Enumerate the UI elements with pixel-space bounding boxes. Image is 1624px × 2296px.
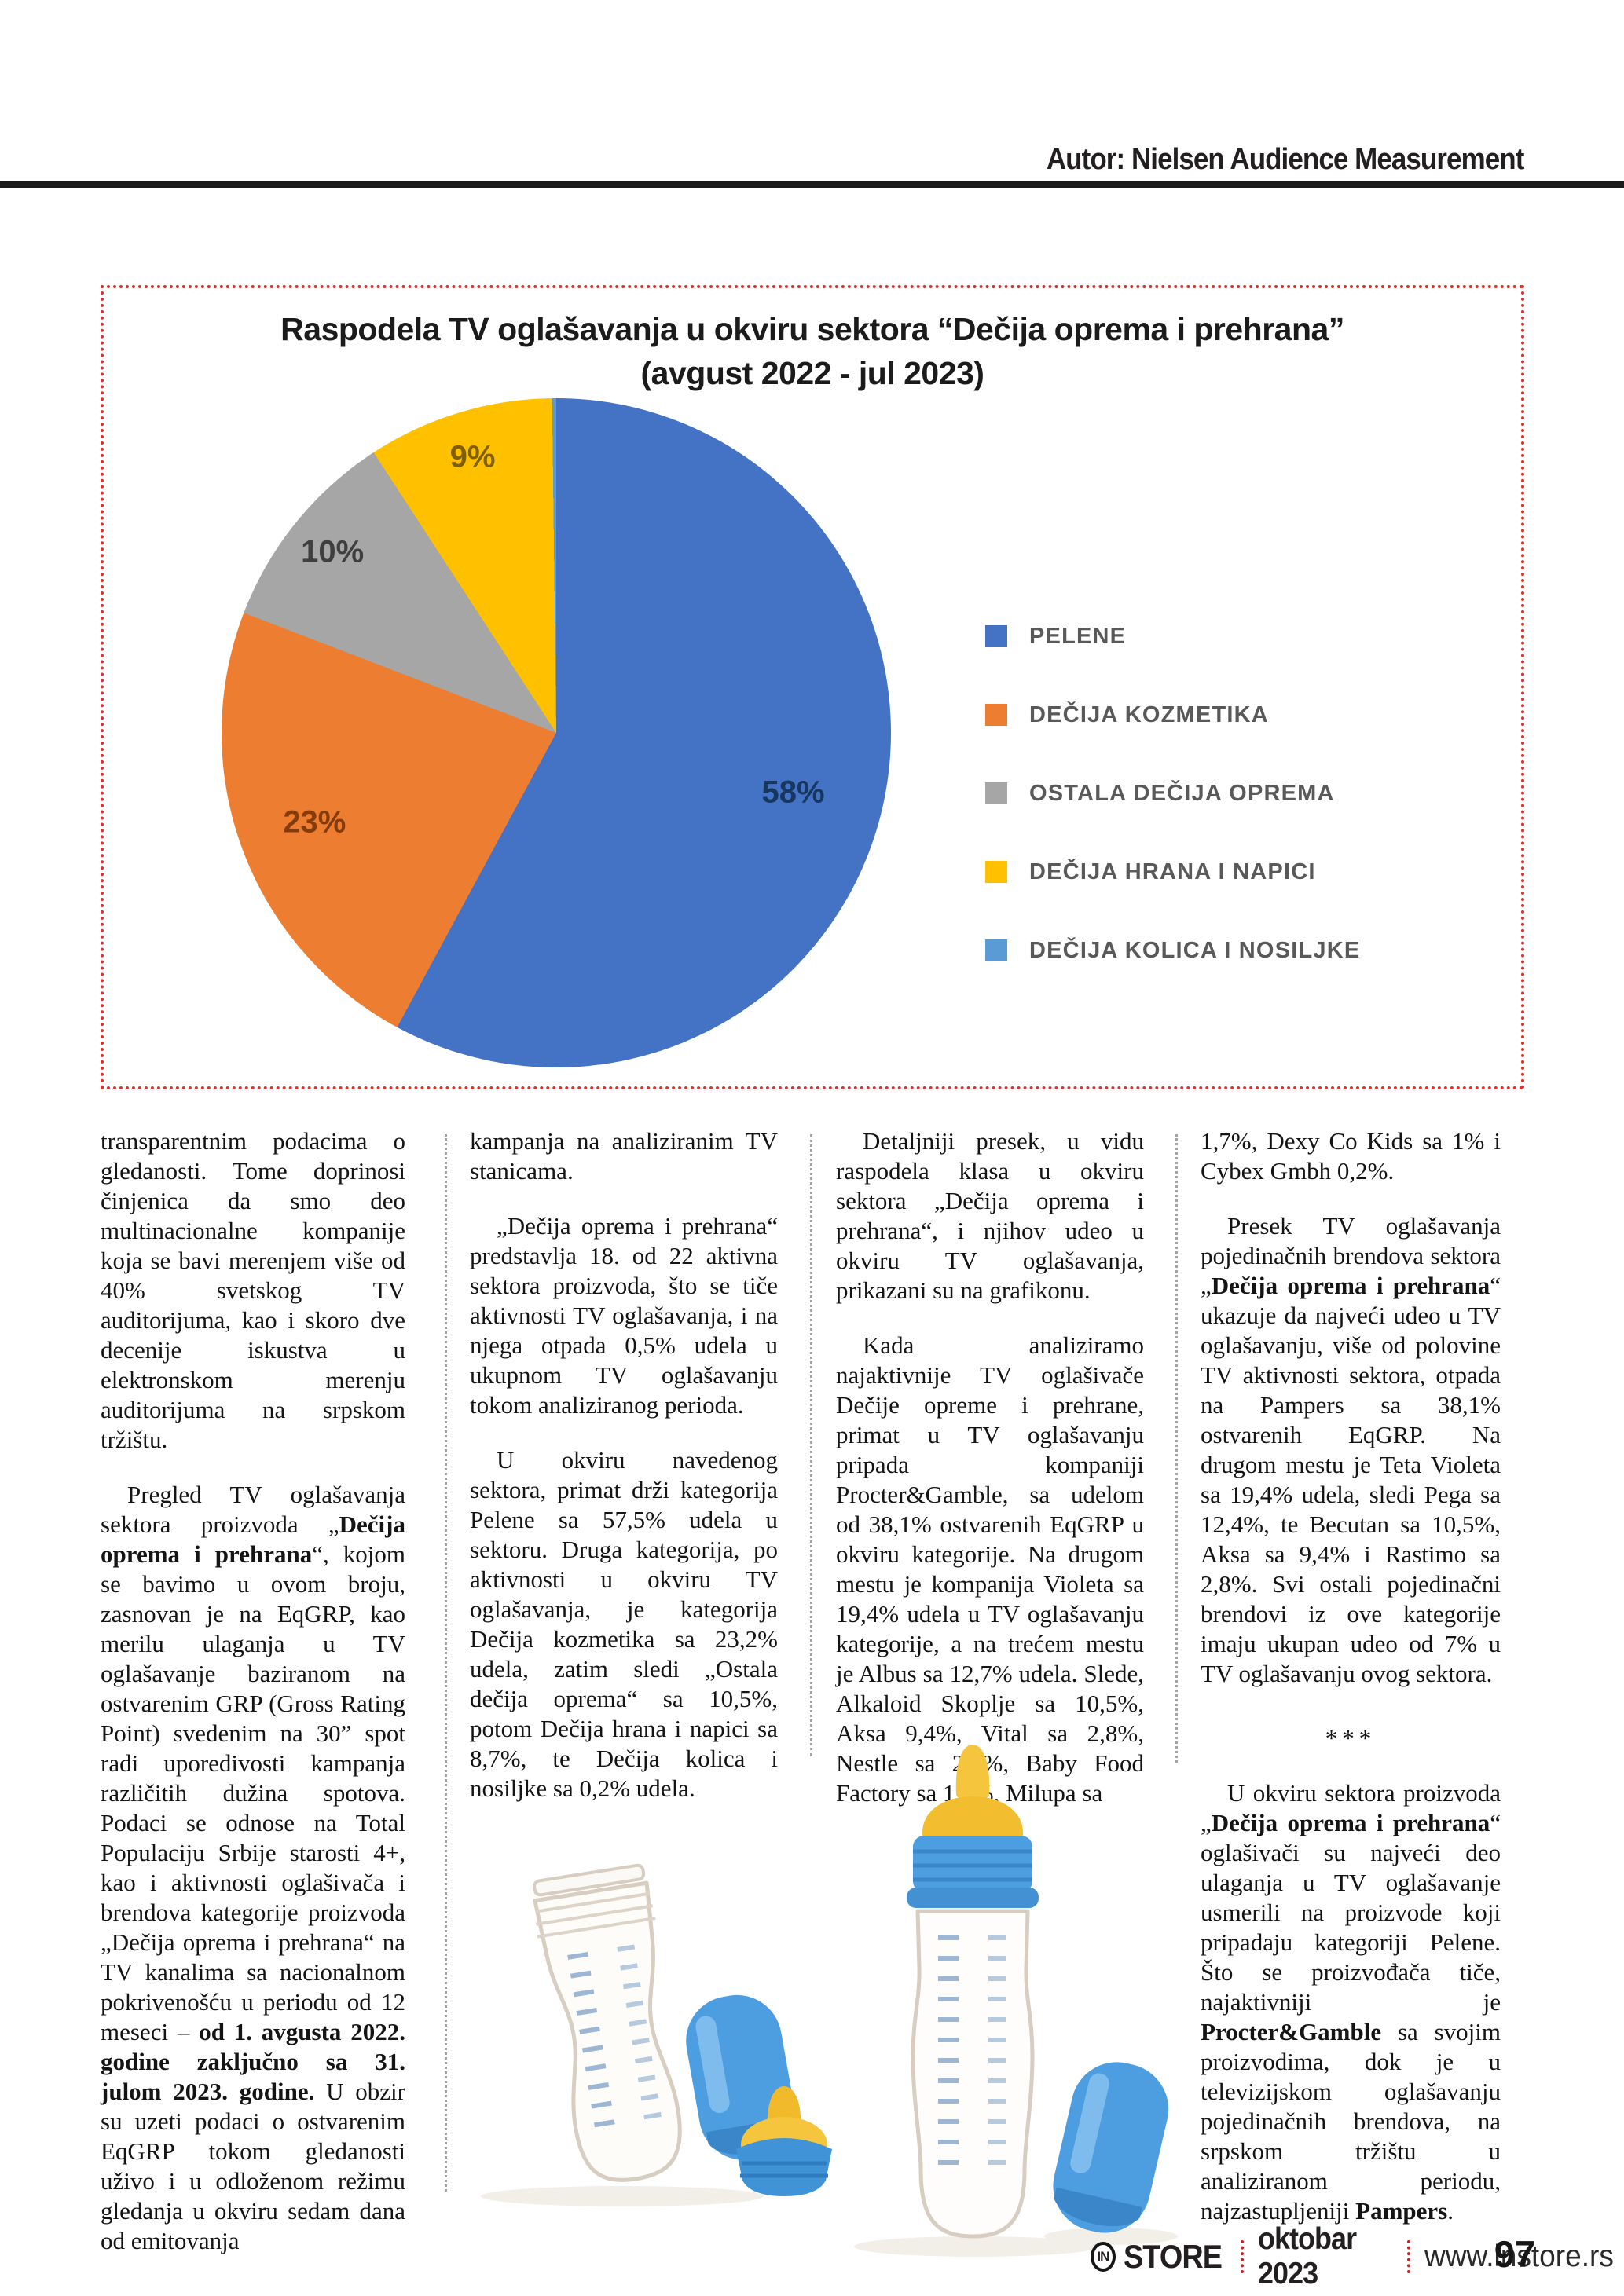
issue-date: oktobar 2023: [1257, 2222, 1357, 2291]
article-paragraph: kampanja na analiziranim TV stanicama.: [470, 1127, 778, 1185]
article-column-3: Detaljniji presek, u vidu raspodela klas…: [836, 1126, 1144, 1808]
shadow: [481, 2186, 764, 2206]
page-number: 97: [1494, 2233, 1535, 2275]
article-paragraph: „Dečija oprema i prehrana“ predstavlja 1…: [470, 1212, 778, 1419]
baby-bottle-illustration-right: [854, 1745, 1178, 2257]
chart-legend: PELENE DEČIJA KOZMETIKA OSTALA DEČIJA OPRE…: [985, 624, 1360, 1017]
bottle-teat: [736, 2086, 832, 2196]
pie-chart: 58% 23% 10% 9%: [222, 398, 891, 1067]
legend-swatch: [985, 625, 1007, 647]
legend-label: DEČIJA KOZMETIKA: [1029, 701, 1269, 727]
legend-swatch: [985, 861, 1007, 883]
shadow: [1044, 2228, 1178, 2245]
header-rule: [0, 181, 1624, 188]
legend-item: OSTALA DEČIJA OPREMA: [985, 780, 1360, 806]
author-credit: Autor: Nielsen Audience Measurement: [1046, 143, 1524, 176]
bottle-body: [533, 1863, 682, 2182]
article-paragraph: Detaljniji presek, u vidu raspodela klas…: [836, 1127, 1144, 1304]
pie-slice-label: 10%: [301, 534, 365, 569]
column-divider-2: [810, 1134, 812, 1756]
footer-divider-1: [1240, 2240, 1244, 2273]
article-paragraph: U okviru navedenog sektora, primat drži …: [470, 1446, 778, 1802]
column-divider-1: [445, 1134, 447, 2192]
shadow: [854, 2236, 1098, 2257]
bottle-teat: [922, 1745, 1023, 1839]
website-link[interactable]: www.instore.rs: [1424, 2239, 1615, 2273]
legend-swatch: [985, 939, 1007, 961]
article-paragraph: U okviru sektora proizvoda „Dečija oprem…: [1201, 1779, 1501, 2225]
article-paragraph: Presek TV oglašavanja pojedinačnih brend…: [1201, 1212, 1501, 1687]
article-column-4: 1,7%, Dexy Co Kids sa 1% i Cybex Gmbh 0,…: [1201, 1126, 1501, 2226]
bottle-body: [911, 1909, 1035, 2239]
section-separator: ***: [1325, 1724, 1377, 1752]
legend-label: OSTALA DEČIJA OPREMA: [1029, 780, 1335, 806]
legend-label: DEČIJA HRANA I NAPICI: [1029, 859, 1316, 884]
legend-item: DEČIJA KOZMETIKA: [985, 701, 1360, 727]
legend-item: PELENE: [985, 623, 1360, 649]
legend-label: DEČIJA KOLICA I NOSILJKE: [1029, 937, 1361, 963]
pie-slice-label: 9%: [449, 439, 496, 474]
chart-title: Raspodela TV oglašavanja u okviru sektor…: [127, 307, 1498, 395]
footer-divider-2: [1407, 2240, 1411, 2273]
pie-slice-label: 23%: [283, 804, 346, 840]
article-column-1: transparentnim podacima o gledanosti. To…: [101, 1126, 405, 2256]
instore-logo-icon: IN: [1091, 2242, 1116, 2272]
legend-swatch: [985, 704, 1007, 726]
article-column-2: kampanja na analiziranim TV stanicama. „D…: [470, 1126, 778, 1803]
article-paragraph: Pregled TV oglašavanja sektora proizvoda…: [101, 1481, 405, 2254]
chart-title-line1: Raspodela TV oglašavanja u okviru sektor…: [280, 311, 1344, 347]
article-paragraph: 1,7%, Dexy Co Kids sa 1% i Cybex Gmbh 0,…: [1201, 1127, 1501, 1185]
legend-item: DEČIJA HRANA I NAPICI: [985, 859, 1360, 884]
footer: IN STORE oktobar 2023 www.instore.rs: [1091, 2222, 1624, 2291]
bottle-cap: [1053, 2062, 1169, 2233]
magazine-logo: STORE: [1123, 2238, 1223, 2275]
chart-panel: Raspodela TV oglašavanja u okviru sektor…: [101, 285, 1524, 1089]
baby-bottle-illustration-left: [481, 1863, 832, 2206]
legend-swatch: [985, 782, 1007, 804]
article-paragraph: transparentnim podacima o gledanosti. To…: [101, 1127, 405, 1453]
pie-slice-label: 58%: [761, 774, 825, 810]
column-divider-3: [1175, 1134, 1178, 1763]
legend-item: DEČIJA KOLICA I NOSILJKE: [985, 937, 1361, 963]
bottle-collar: [907, 1836, 1039, 1908]
chart-title-line2: (avgust 2022 - jul 2023): [640, 355, 984, 391]
legend-label: PELENE: [1029, 623, 1127, 649]
